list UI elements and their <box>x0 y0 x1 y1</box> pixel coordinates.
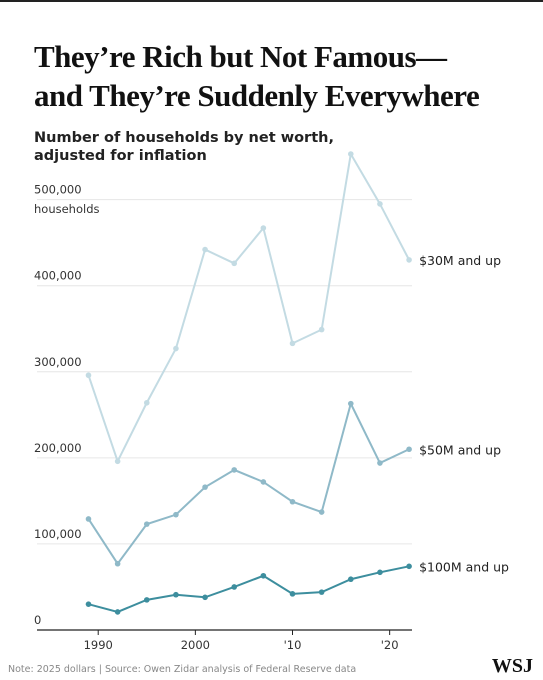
series-label: $50M and up <box>419 442 501 457</box>
data-point <box>347 400 354 407</box>
data-point <box>377 569 383 576</box>
data-point <box>406 257 412 263</box>
title-line: They’re Rich but Not Famous— <box>34 39 448 74</box>
x-tick-label: '10 <box>284 638 302 652</box>
data-point <box>85 516 92 522</box>
data-point <box>377 201 383 207</box>
data-point <box>318 589 325 595</box>
data-point <box>114 560 121 567</box>
data-point <box>289 498 296 505</box>
y-tick-label: 0 <box>34 613 41 627</box>
data-point <box>347 151 354 157</box>
subtitle-line: adjusted for inflation <box>34 148 207 164</box>
y-unit: households <box>34 202 100 216</box>
data-point <box>114 609 121 615</box>
data-point <box>260 572 267 579</box>
series-label: $100M and up <box>419 559 509 574</box>
series-line <box>88 565 410 613</box>
data-point <box>318 509 325 515</box>
data-point <box>173 511 179 518</box>
data-point <box>406 563 412 570</box>
y-tick-label: 400,000 <box>34 269 82 283</box>
x-tick-label: 1990 <box>84 638 113 652</box>
data-point <box>231 467 238 473</box>
data-point <box>143 521 150 527</box>
data-point <box>289 591 296 597</box>
data-point <box>85 601 92 607</box>
data-point <box>143 597 150 603</box>
data-point <box>289 340 296 347</box>
data-point <box>377 460 383 466</box>
x-tick-label: '20 <box>381 638 399 652</box>
data-point <box>318 326 325 333</box>
data-point <box>231 584 238 590</box>
data-point <box>231 260 238 267</box>
y-tick-label: 100,000 <box>34 527 82 541</box>
y-tick-label: 500,000 <box>34 183 82 197</box>
data-point <box>85 372 92 379</box>
data-point <box>202 594 208 601</box>
data-point <box>173 345 179 352</box>
title-line: and They’re Suddenly Everywhere <box>34 78 479 113</box>
series-line <box>87 400 410 566</box>
data-point <box>114 458 121 465</box>
y-tick-label: 300,000 <box>34 355 82 369</box>
series-label: $30M and up <box>419 253 501 268</box>
source-note: Note: 2025 dollars | Source: Owen Zidar … <box>8 664 356 675</box>
data-point <box>173 591 179 598</box>
y-tick-label: 200,000 <box>34 441 82 455</box>
subtitle-line: Number of households by net worth, <box>34 130 334 146</box>
data-point <box>143 399 150 406</box>
data-point <box>260 225 267 231</box>
data-point <box>347 576 354 583</box>
x-tick-label: 2000 <box>181 638 210 652</box>
data-point <box>260 479 267 485</box>
logo: WSJ <box>492 655 533 677</box>
data-point <box>202 484 208 490</box>
data-point <box>202 246 208 253</box>
data-point <box>406 446 412 453</box>
series-line <box>87 151 410 464</box>
